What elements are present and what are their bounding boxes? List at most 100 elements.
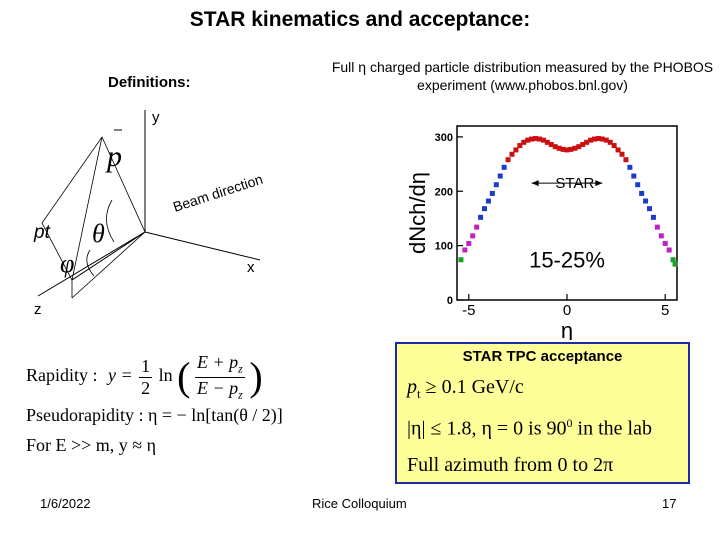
rapidity-equation: Rapidity : y = 1 2 ln ( E + pz E − pz ) [26,352,263,402]
z-axis [37,231,146,297]
data-point-magenta [658,233,664,239]
data-point-red [611,143,617,149]
data-point-blue [627,164,633,170]
y-tick-label: 200 [435,186,453,198]
phobos-chart: 0 100 200 300 -5 0 5 η dNch/dη STAR 15-25% [405,125,678,340]
data-point-red [623,157,629,163]
data-point-magenta [466,240,472,246]
data-point-red [615,147,621,153]
star-arrow-head-left [531,180,539,187]
data-point-blue [643,198,649,204]
data-point-red [540,137,546,143]
definitions-label: Definitions: [108,74,191,91]
data-point-magenta [470,233,476,239]
data-point-blue [647,206,652,212]
data-point-red [607,139,613,145]
data-point-red [580,141,586,147]
phi-label: φ [60,249,74,278]
data-point-magenta [662,240,668,246]
centrality-annotation: 15-25% [529,247,605,272]
limit-equation: For E >> m, y ≈ η [26,435,157,455]
data-point-blue [482,206,487,212]
slide-date: 1/6/2022 [40,496,91,511]
pseudorapidity-equation: Pseudorapidity : η = − ln[tan(θ / 2)] [26,405,283,425]
data-point-blue [478,214,484,220]
star-annotation: STAR [555,175,594,192]
y-axis-label: dNch/dη [405,172,430,254]
ln-symbol: ln [158,365,173,386]
data-point-red [599,136,605,142]
data-point-blue [501,164,507,170]
slide-title: STAR kinematics and acceptance: [189,8,531,31]
theta-arc [106,199,115,243]
half-fraction: 1 2 [139,355,153,398]
data-point-red [588,137,594,143]
footer-title: Rice Colloquium [312,496,407,511]
x-tick-label: -5 [462,302,475,319]
tpc-azimuth: Full azimuth from 0 to 2π [407,454,614,476]
data-point-blue [631,173,637,179]
momentum-label: p [105,140,122,173]
y-tick-label: 0 [447,295,453,307]
data-point-red [603,137,609,143]
data-point-red [564,147,570,153]
tpc-acceptance-box: STAR TPC acceptance pt ≥ 0.1 GeV/c |η| ≤… [395,342,690,484]
data-point-magenta [474,224,480,230]
rapidity-lhs: y = [108,365,133,386]
rapidity-label: Rapidity : [26,365,98,386]
x-tick-label: 5 [661,302,669,319]
data-point-red [576,144,582,150]
data-point-green [458,257,464,263]
chart-caption: Full η charged particle distribution mea… [331,59,714,93]
data-point-green [672,261,678,267]
data-point-red [548,141,554,147]
data-point-red [521,139,527,145]
data-point-blue [493,182,499,188]
beam-direction-label: Beam direction [171,171,265,215]
data-point-magenta [666,247,672,253]
transverse-label: pt [33,222,51,243]
data-point-red [505,157,511,163]
data-point-red [533,136,539,142]
data-point-red [556,145,562,151]
kinematics-diagram: y x z p pt θ φ Beam direction [33,109,265,318]
y-tick-label: 100 [435,241,453,253]
data-point-red [517,143,523,149]
data-point-red [552,144,558,150]
x-axis-label: η [561,318,573,340]
data-point-blue [650,214,656,220]
y-label: y [152,109,160,126]
data-point-red [572,145,578,151]
data-point-magenta [462,247,468,253]
data-point-red [584,139,590,145]
x-axis [144,231,261,261]
data-point-red [568,146,574,152]
data-point-red [509,151,515,157]
data-point-red [513,147,519,153]
x-label: x [247,259,255,276]
tpc-title: STAR TPC acceptance [462,348,623,365]
data-point-blue [485,198,491,204]
data-point-magenta [654,224,660,230]
phi-arc [86,249,95,277]
tpc-pt-cut: pt ≥ 0.1 GeV/c [407,376,524,401]
slide-number: 17 [662,496,677,511]
data-point-blue [635,182,641,188]
data-point-green [670,257,676,263]
z-label: z [34,301,42,318]
y-tick-label: 300 [435,132,453,144]
data-point-red [619,151,625,157]
data-point-red [537,136,542,142]
data-point-red [592,136,597,142]
data-point-blue [489,190,495,196]
star-arrow-head-right [595,180,603,187]
data-point-blue [639,190,645,196]
data-point-red [595,136,601,142]
data-point-blue [497,173,503,179]
data-point-red [544,139,550,145]
momentum-parallelogram [41,136,146,281]
tpc-eta-range: |η| ≤ 1.8, η = 0 is 900 in the lab [407,416,652,440]
theta-label: θ [92,219,105,248]
energy-fraction: E + pz E − pz [194,352,245,402]
data-point-red [525,137,531,143]
